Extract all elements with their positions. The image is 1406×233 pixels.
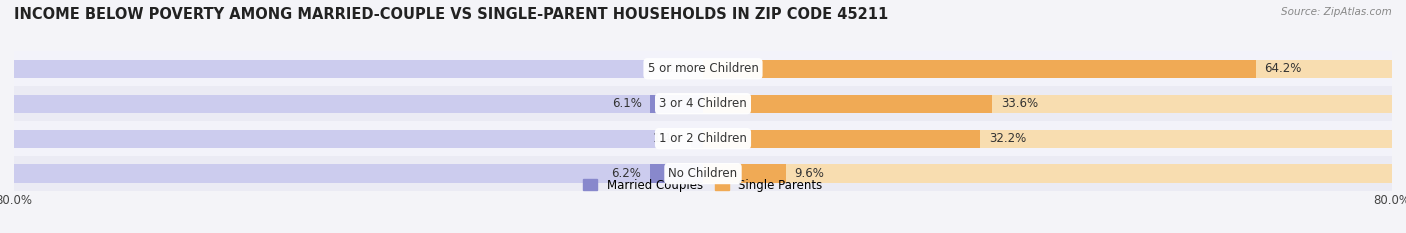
Text: 9.6%: 9.6% [794,167,824,180]
Bar [690,130,703,148]
Bar [703,130,980,148]
Bar [14,130,703,148]
Bar [651,95,703,113]
Text: 3 or 4 Children: 3 or 4 Children [659,97,747,110]
Text: No Children: No Children [668,167,738,180]
Text: 0.0%: 0.0% [665,62,695,75]
Bar [14,51,1392,86]
Text: 6.2%: 6.2% [612,167,641,180]
Bar [14,121,1392,156]
Legend: Married Couples, Single Parents: Married Couples, Single Parents [579,174,827,196]
Bar [703,164,786,183]
Bar [14,86,1392,121]
Bar [703,60,1256,78]
Text: 32.2%: 32.2% [988,132,1026,145]
Bar [650,164,703,183]
Text: Source: ZipAtlas.com: Source: ZipAtlas.com [1281,7,1392,17]
Bar [703,60,1392,78]
Text: INCOME BELOW POVERTY AMONG MARRIED-COUPLE VS SINGLE-PARENT HOUSEHOLDS IN ZIP COD: INCOME BELOW POVERTY AMONG MARRIED-COUPL… [14,7,889,22]
Text: 1.4%: 1.4% [652,132,682,145]
Bar [14,60,703,78]
Text: 6.1%: 6.1% [612,97,643,110]
Bar [14,95,703,113]
Text: 1 or 2 Children: 1 or 2 Children [659,132,747,145]
Bar [703,164,1392,183]
Text: 5 or more Children: 5 or more Children [648,62,758,75]
Bar [703,130,1392,148]
Text: 33.6%: 33.6% [1001,97,1038,110]
Bar [14,164,703,183]
Bar [14,156,1392,191]
Text: 64.2%: 64.2% [1264,62,1302,75]
Bar [703,95,993,113]
Bar [703,95,1392,113]
